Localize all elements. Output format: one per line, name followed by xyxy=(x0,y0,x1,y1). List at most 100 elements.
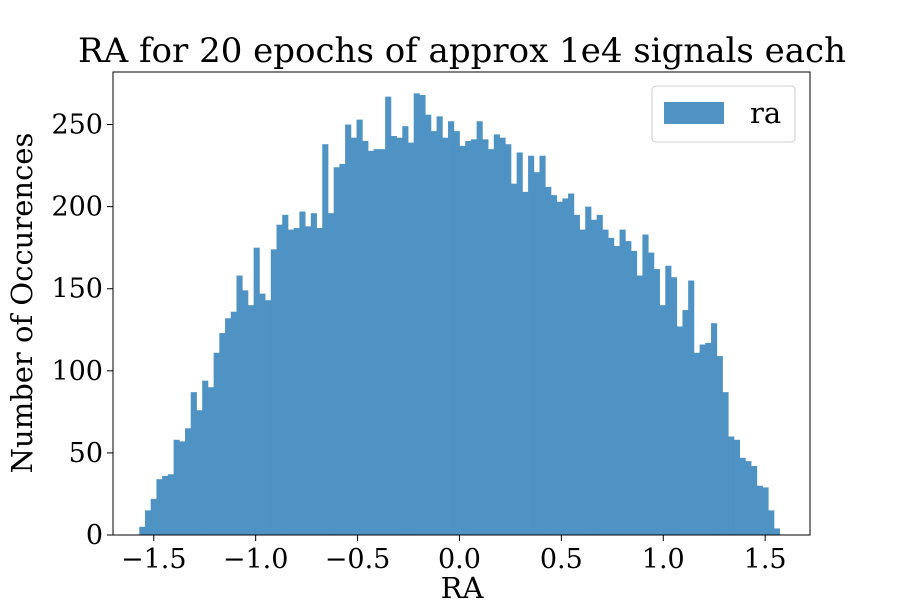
legend: ra xyxy=(651,85,796,143)
histogram-bar xyxy=(745,461,752,535)
histogram-bar xyxy=(528,155,535,536)
histogram-bar xyxy=(430,131,437,536)
x-tick-label: −1.5 xyxy=(121,544,187,575)
histogram-bar xyxy=(642,234,649,536)
histogram-bar xyxy=(162,475,169,535)
y-tick-label: 100 xyxy=(51,356,103,387)
histogram-bar xyxy=(499,137,506,536)
histogram-bar xyxy=(579,229,586,535)
histogram-bar xyxy=(739,457,746,535)
histogram-bar xyxy=(145,510,152,535)
histogram-bar xyxy=(671,277,678,535)
histogram-bar xyxy=(282,214,289,535)
histogram-bar xyxy=(768,510,775,535)
histogram-bar xyxy=(442,137,449,536)
plot-frame xyxy=(112,71,811,536)
histogram-bar xyxy=(287,229,295,535)
histogram-bar xyxy=(488,149,495,536)
histogram-bar xyxy=(299,211,306,535)
histogram-bar xyxy=(619,229,626,535)
histogram-bar xyxy=(202,380,209,535)
histogram-bar xyxy=(482,139,489,535)
histogram-bar xyxy=(219,333,226,535)
histogram-bar xyxy=(539,155,546,536)
y-tick-label: 200 xyxy=(51,192,103,223)
y-axis-label: Number of Occurences xyxy=(5,133,39,474)
histogram-bar xyxy=(179,441,186,535)
histogram-bar xyxy=(213,352,220,535)
histogram-bar xyxy=(556,201,563,535)
x-tick-label: −1.0 xyxy=(223,544,289,575)
histogram-bar xyxy=(596,214,603,535)
histogram-bar xyxy=(711,323,718,535)
histogram-bar xyxy=(333,167,340,536)
y-tick-label: 0 xyxy=(86,520,103,551)
histogram-bar xyxy=(676,326,683,535)
histogram-bar xyxy=(448,121,455,535)
histogram-bar xyxy=(648,252,655,535)
histogram-bar xyxy=(413,93,420,535)
histogram-bar xyxy=(196,410,203,535)
histogram-bar xyxy=(505,144,512,536)
histogram-bar xyxy=(139,526,146,535)
histogram-bar xyxy=(259,293,266,535)
histogram-bar xyxy=(293,227,300,536)
histogram-bar xyxy=(408,142,415,535)
histogram-bar xyxy=(379,149,386,536)
histogram-bar xyxy=(608,237,615,535)
histogram-bar xyxy=(533,172,540,535)
histogram-bar xyxy=(705,342,712,535)
histogram-bar xyxy=(385,96,392,535)
histogram-bar xyxy=(310,213,317,535)
histogram-bar xyxy=(276,224,283,535)
histogram-bar xyxy=(236,275,243,535)
histogram-bar xyxy=(722,392,729,535)
y-axis-ticks: 0 50 100 150 200 250 xyxy=(51,110,113,551)
histogram-bar xyxy=(156,479,163,535)
histogram-bar xyxy=(327,213,335,535)
histogram-bar xyxy=(545,186,552,535)
histogram-bar xyxy=(362,140,369,535)
histogram-bar xyxy=(510,183,518,535)
legend-label-ra: ra xyxy=(750,96,781,130)
histogram-bar xyxy=(562,198,569,536)
histogram-bar xyxy=(436,116,443,535)
x-tick-label: 1.5 xyxy=(744,544,787,575)
histogram-bar xyxy=(762,487,769,535)
histogram-bar xyxy=(653,269,660,535)
histogram-bar xyxy=(350,137,357,536)
histogram-bar xyxy=(590,219,598,535)
histogram-bar xyxy=(459,145,466,535)
histogram-bar xyxy=(756,485,763,535)
histogram-bar xyxy=(322,144,329,536)
y-tick-label: 50 xyxy=(69,438,103,469)
histogram-bar xyxy=(602,229,609,535)
histogram-bar xyxy=(625,241,632,536)
histogram-bar xyxy=(230,311,237,535)
histogram-bar xyxy=(356,119,363,536)
y-tick-label: 250 xyxy=(51,110,103,141)
histogram-bar xyxy=(453,131,460,536)
histogram-bar xyxy=(688,280,695,535)
histogram-bar xyxy=(573,214,580,535)
histogram-bar xyxy=(728,436,735,535)
histogram-bar xyxy=(390,136,397,535)
histogram-bar xyxy=(773,528,781,535)
histogram-bar xyxy=(345,124,352,535)
histogram-bar xyxy=(476,121,483,535)
histogram-bar xyxy=(225,318,232,535)
histogram-bar xyxy=(550,195,558,535)
x-tick-label: 1.0 xyxy=(642,544,685,575)
histogram-bar xyxy=(150,498,157,535)
histogram-bar xyxy=(367,150,375,535)
histogram-bar xyxy=(470,139,478,535)
histogram-bar xyxy=(339,163,346,535)
histogram-bar xyxy=(568,193,575,535)
histogram-bar xyxy=(402,126,409,536)
histogram-bar xyxy=(733,439,741,535)
histogram-bar xyxy=(316,227,323,536)
histogram-bar xyxy=(173,439,180,535)
histogram-bar xyxy=(270,249,277,535)
y-tick-label: 150 xyxy=(51,274,103,305)
